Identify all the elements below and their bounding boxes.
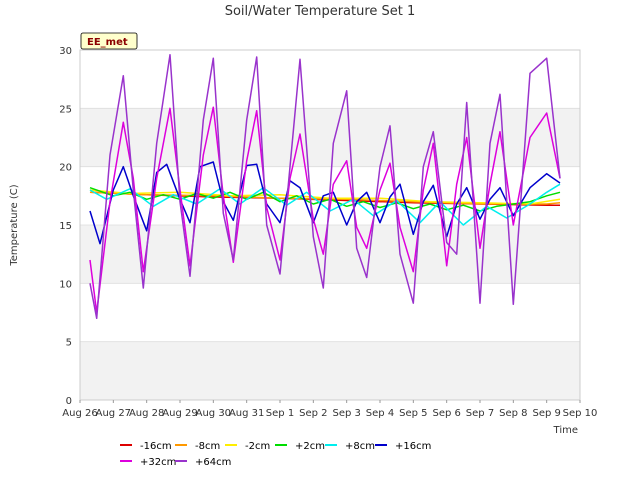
legend-label: +32cm xyxy=(140,457,176,468)
legend-label: +16cm xyxy=(395,441,431,452)
x-tick-label: Aug 27 xyxy=(96,408,131,419)
x-tick-label: Sep 7 xyxy=(466,408,494,419)
legend-label: -16cm xyxy=(140,441,172,452)
y-axis-ticks: 0 5 10 15 20 25 30 xyxy=(59,46,72,407)
x-tick-label: Aug 29 xyxy=(162,408,197,419)
x-tick-label: Sep 6 xyxy=(432,408,460,419)
y-tick-label: 15 xyxy=(59,221,72,232)
legend-label: +64cm xyxy=(195,457,231,468)
legend-label: +2cm xyxy=(295,441,325,452)
y-axis-label: Temperature (C) xyxy=(9,184,20,266)
legend-label: -8cm xyxy=(195,441,220,452)
x-tick-label: Sep 9 xyxy=(532,408,560,419)
y-tick-label: 25 xyxy=(59,104,72,115)
x-tick-label: Aug 26 xyxy=(62,408,97,419)
x-tick-label: Aug 31 xyxy=(229,408,264,419)
x-tick-label: Aug 30 xyxy=(196,408,231,419)
series-line-32cm xyxy=(89,106,561,314)
x-tick-label: Sep 1 xyxy=(266,408,294,419)
legend-label: -2cm xyxy=(245,441,270,452)
grid-band xyxy=(80,283,580,342)
y-tick-label: 20 xyxy=(59,163,72,174)
chart-title: Soil/Water Temperature Set 1 xyxy=(225,4,416,19)
station-badge-label: EE_met xyxy=(87,37,128,48)
legend-label: +8cm xyxy=(345,441,375,452)
station-badge: EE_met xyxy=(80,32,138,50)
y-tick-label: 5 xyxy=(66,338,72,349)
series-lines xyxy=(89,53,561,320)
plot-frame xyxy=(79,49,581,401)
x-tick-label: Aug 28 xyxy=(129,408,164,419)
grid-band xyxy=(80,50,580,109)
x-tick-label: Sep 10 xyxy=(563,408,598,419)
x-tick-label: Sep 3 xyxy=(332,408,360,419)
plot-background xyxy=(80,50,580,400)
x-tick-label: Sep 5 xyxy=(399,408,427,419)
grid-band xyxy=(80,108,580,167)
grid-band xyxy=(80,341,580,400)
y-tick-label: 0 xyxy=(66,396,72,407)
x-tick-label: Sep 8 xyxy=(499,408,527,419)
x-axis-label: Time xyxy=(553,425,578,436)
series-line-64cm xyxy=(89,53,561,320)
legend: -16cm -8cm -2cm +2cm +8cm +16cm +32cm +64cm xyxy=(120,441,431,468)
x-tick-label: Sep 2 xyxy=(299,408,327,419)
series-line-16cm xyxy=(89,161,561,245)
y-tick-label: 10 xyxy=(59,279,72,290)
x-tick-label: Sep 4 xyxy=(366,408,394,419)
station-badge-box xyxy=(80,32,138,50)
grid-band xyxy=(80,225,580,284)
y-tick-label: 30 xyxy=(59,46,72,57)
